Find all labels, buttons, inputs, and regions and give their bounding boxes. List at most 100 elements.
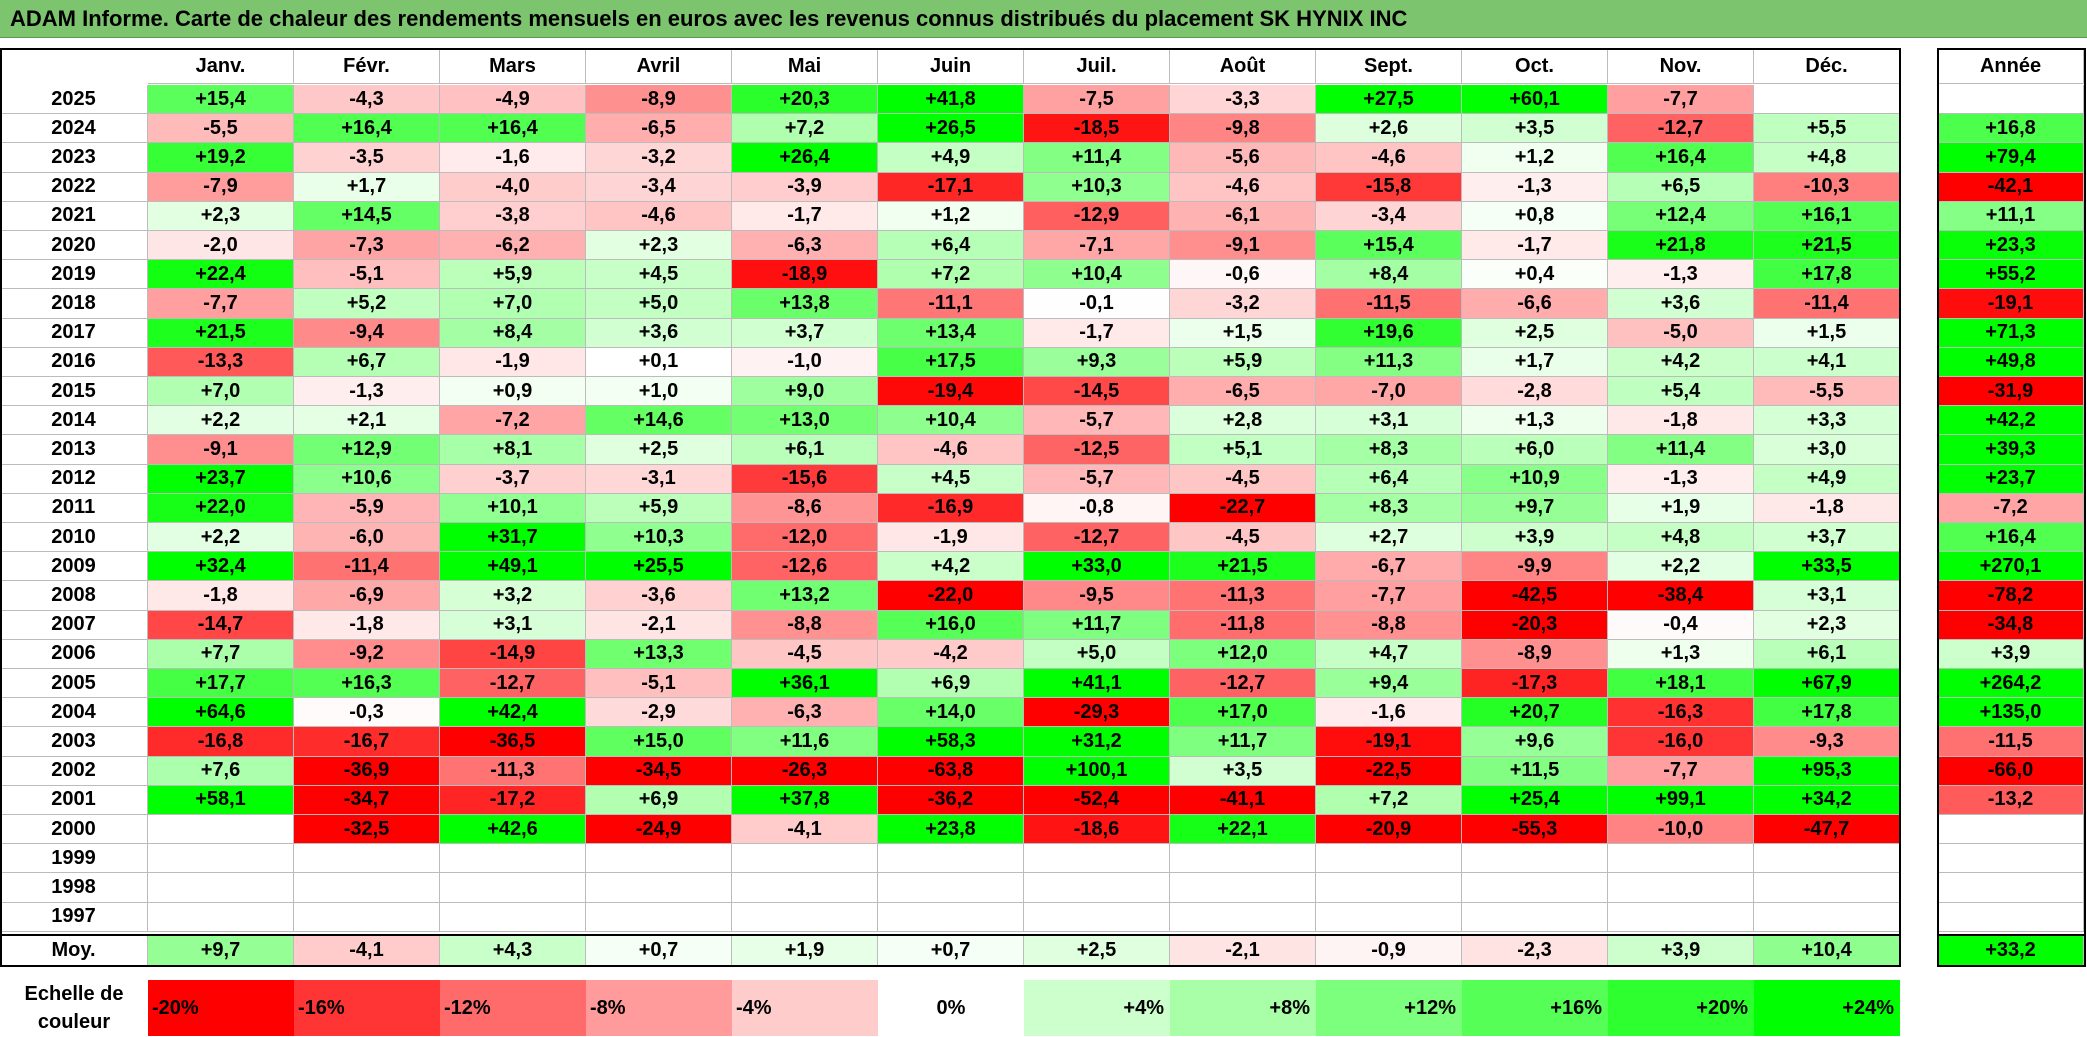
- year-label: 2020: [0, 231, 148, 261]
- month-return-cell: -4,0: [440, 172, 586, 202]
- year-label: 2005: [0, 669, 148, 699]
- month-return-cell: -2,8: [1462, 377, 1608, 407]
- annual-return-cell: -11,5: [1938, 727, 2084, 757]
- year-label: 2009: [0, 552, 148, 582]
- color-scale-swatch: +4%: [1024, 980, 1170, 1036]
- month-return-cell: +22,4: [148, 260, 294, 290]
- month-return-cell: -7,0: [1316, 377, 1462, 407]
- month-return-cell: -7,3: [294, 231, 440, 261]
- month-return-cell: +2,7: [1316, 523, 1462, 553]
- month-return-cell: +2,3: [586, 231, 732, 261]
- month-return-cell: [1608, 873, 1754, 903]
- month-return-cell: +19,2: [148, 143, 294, 173]
- month-return-cell: +9,4: [1316, 669, 1462, 699]
- month-return-cell: -2,0: [148, 231, 294, 261]
- month-return-cell: -32,5: [294, 815, 440, 845]
- month-return-cell: -5,6: [1170, 143, 1316, 173]
- annual-return-cell: [1938, 873, 2084, 903]
- month-return-cell: -7,7: [1608, 85, 1754, 115]
- month-return-cell: -36,5: [440, 727, 586, 757]
- annual-return-cell: [1938, 844, 2084, 874]
- month-return-cell: -1,3: [294, 377, 440, 407]
- month-header: Déc.: [1754, 50, 1900, 84]
- month-return-cell: +14,5: [294, 201, 440, 231]
- month-return-cell: +20,3: [732, 85, 878, 115]
- month-return-cell: -5,5: [148, 114, 294, 144]
- month-return-cell: +0,4: [1462, 260, 1608, 290]
- month-return-cell: [440, 873, 586, 903]
- year-label: 2022: [0, 172, 148, 202]
- month-return-cell: +0,1: [586, 347, 732, 377]
- month-return-cell: +1,0: [586, 377, 732, 407]
- month-return-cell: +31,2: [1024, 727, 1170, 757]
- month-return-cell: +23,7: [148, 464, 294, 494]
- month-return-cell: +15,4: [148, 85, 294, 115]
- month-return-cell: -4,3: [294, 85, 440, 115]
- month-return-cell: +41,8: [878, 85, 1024, 115]
- month-return-cell: -12,0: [732, 523, 878, 553]
- month-return-cell: -4,9: [440, 85, 586, 115]
- year-label: 2010: [0, 523, 148, 553]
- month-return-cell: -22,7: [1170, 493, 1316, 523]
- year-label: 2019: [0, 260, 148, 290]
- month-return-cell: +7,2: [1316, 785, 1462, 815]
- year-label: 2015: [0, 377, 148, 407]
- month-return-cell: +2,1: [294, 406, 440, 436]
- annual-return-cell: -31,9: [1938, 377, 2084, 407]
- month-return-cell: +11,7: [1024, 610, 1170, 640]
- month-return-cell: -4,6: [586, 201, 732, 231]
- month-return-cell: -13,3: [148, 347, 294, 377]
- report-title-bar: ADAM Informe. Carte de chaleur des rende…: [0, 0, 2087, 38]
- month-return-cell: +67,9: [1754, 669, 1900, 699]
- month-return-cell: +8,4: [1316, 260, 1462, 290]
- month-return-cell: -19,4: [878, 377, 1024, 407]
- year-label: 2024: [0, 114, 148, 144]
- average-month-cell: +10,4: [1754, 935, 1900, 966]
- month-return-cell: +6,9: [586, 785, 732, 815]
- month-return-cell: -6,3: [732, 231, 878, 261]
- color-scale-swatch: -12%: [440, 980, 586, 1036]
- month-return-cell: +4,2: [878, 552, 1024, 582]
- month-return-cell: -3,3: [1170, 85, 1316, 115]
- month-return-cell: +3,3: [1754, 406, 1900, 436]
- month-return-cell: -20,3: [1462, 610, 1608, 640]
- year-label: 2001: [0, 785, 148, 815]
- annual-return-cell: -34,8: [1938, 610, 2084, 640]
- month-return-cell: -9,1: [1170, 231, 1316, 261]
- month-return-cell: -6,5: [1170, 377, 1316, 407]
- annual-return-cell: +39,3: [1938, 435, 2084, 465]
- month-return-cell: -6,2: [440, 231, 586, 261]
- month-return-cell: -7,7: [148, 289, 294, 319]
- month-return-cell: -63,8: [878, 756, 1024, 786]
- month-header: Mars: [440, 50, 586, 84]
- average-month-cell: +0,7: [878, 935, 1024, 966]
- month-return-cell: +10,3: [586, 523, 732, 553]
- month-return-cell: +6,1: [732, 435, 878, 465]
- month-return-cell: +17,8: [1754, 260, 1900, 290]
- year-label: 2023: [0, 143, 148, 173]
- month-return-cell: -11,1: [878, 289, 1024, 319]
- month-return-cell: +10,4: [1024, 260, 1170, 290]
- month-return-cell: +3,7: [1754, 523, 1900, 553]
- month-return-cell: +3,5: [1170, 756, 1316, 786]
- month-return-cell: -5,1: [294, 260, 440, 290]
- month-return-cell: +49,1: [440, 552, 586, 582]
- color-scale-label-line1: Echelle de: [24, 983, 124, 1005]
- month-return-cell: +3,6: [1608, 289, 1754, 319]
- month-return-cell: +26,4: [732, 143, 878, 173]
- month-return-cell: +12,0: [1170, 639, 1316, 669]
- average-month-cell: +9,7: [148, 935, 294, 966]
- month-return-cell: [1754, 873, 1900, 903]
- month-return-cell: -5,0: [1608, 318, 1754, 348]
- year-label: 2025: [0, 85, 148, 115]
- year-label: 2007: [0, 610, 148, 640]
- month-return-cell: -7,5: [1024, 85, 1170, 115]
- month-return-cell: [586, 873, 732, 903]
- annual-return-cell: +71,3: [1938, 318, 2084, 348]
- month-return-cell: +42,6: [440, 815, 586, 845]
- month-return-cell: +60,1: [1462, 85, 1608, 115]
- average-label: Moy.: [0, 935, 148, 966]
- month-return-cell: -16,0: [1608, 727, 1754, 757]
- month-return-cell: -12,7: [440, 669, 586, 699]
- month-return-cell: [440, 844, 586, 874]
